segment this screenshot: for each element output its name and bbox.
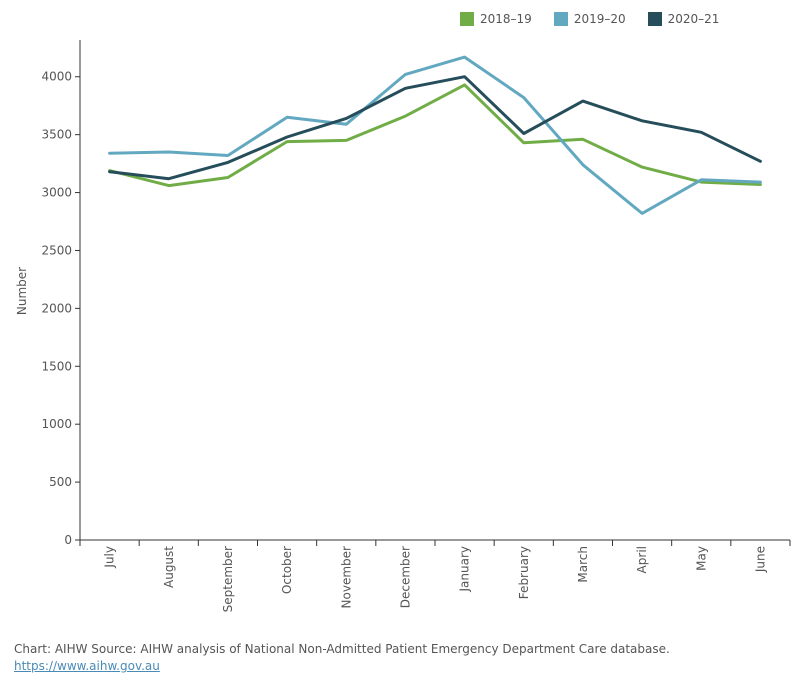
x-tick-label: January xyxy=(458,546,472,593)
x-tick-label: October xyxy=(280,546,294,594)
x-tick-label: August xyxy=(162,546,176,588)
source-note: Chart: AIHW Source: AIHW analysis of Nat… xyxy=(14,642,670,656)
chart-legend: 2018–19 2019–20 2020–21 xyxy=(460,12,719,26)
legend-label-2019-20: 2019–20 xyxy=(573,12,626,26)
y-tick-label: 3000 xyxy=(41,186,72,200)
legend-item-2020-21[interactable]: 2020–21 xyxy=(647,12,720,26)
legend-item-2019-20[interactable]: 2019–20 xyxy=(553,12,626,26)
y-tick-label: 3500 xyxy=(41,128,72,142)
x-tick-label: May xyxy=(694,546,708,571)
series-line-2018-19 xyxy=(108,83,762,188)
y-tick-label: 4000 xyxy=(41,70,72,84)
y-tick-label: 0 xyxy=(64,533,72,547)
x-tick-label: September xyxy=(221,546,235,612)
y-tick-label: 2500 xyxy=(41,243,72,257)
legend-swatch-2018-19 xyxy=(460,12,474,26)
y-tick-label: 1000 xyxy=(41,417,72,431)
legend-swatch-2019-20 xyxy=(553,12,568,26)
line-chart: 0 500 1000 1500 2000 2500 3000 3500 4000 Number Ju… xyxy=(15,40,791,612)
legend-label-2020-21: 2020–21 xyxy=(667,12,720,26)
x-tick-label: December xyxy=(398,546,412,608)
legend-item-2018-19[interactable]: 2018–19 xyxy=(460,12,532,26)
legend-label-2018-19: 2018–19 xyxy=(480,12,532,26)
aihw-link[interactable]: https://www.aihw.gov.au xyxy=(14,659,160,673)
series-line-2020-21 xyxy=(108,75,762,181)
y-tick-label: 2000 xyxy=(41,301,72,315)
x-tick-label: July xyxy=(103,546,117,569)
x-tick-label: June xyxy=(753,546,767,573)
chart-footer: Chart: AIHW Source: AIHW analysis of Nat… xyxy=(14,641,670,675)
x-tick-label: February xyxy=(517,546,531,599)
x-tick-label: April xyxy=(635,546,649,573)
y-tick-label: 500 xyxy=(49,475,72,489)
x-tick-label: March xyxy=(576,546,590,583)
legend-swatch-2020-21 xyxy=(647,12,662,26)
x-tick-label: November xyxy=(339,546,353,608)
y-tick-label: 1500 xyxy=(41,359,72,373)
y-axis-label: Number xyxy=(15,267,29,315)
series-line-2019-20 xyxy=(108,55,762,215)
